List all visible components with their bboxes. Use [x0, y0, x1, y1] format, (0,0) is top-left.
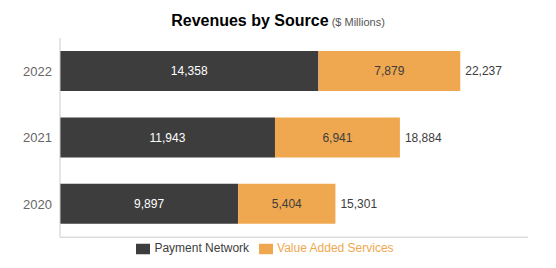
svg-text:14,358: 14,358 [171, 64, 208, 78]
svg-text:2022: 2022 [23, 64, 52, 79]
svg-text:2020: 2020 [23, 197, 52, 212]
svg-text:15,301: 15,301 [340, 197, 377, 211]
svg-text:5,404: 5,404 [272, 197, 302, 211]
svg-text:11,943: 11,943 [150, 131, 186, 145]
html-text:Value Added Services: Value Added Services [277, 241, 394, 256]
svg-text:6,941: 6,941 [322, 131, 352, 145]
svg-text:2021: 2021 [23, 130, 52, 145]
html-text:Revenues by Source($ Millions): Revenues by Source($ Millions) [171, 12, 385, 29]
svg-text:18,884: 18,884 [405, 131, 442, 145]
svg-text:22,237: 22,237 [465, 64, 502, 78]
svg-text:7,879: 7,879 [374, 64, 404, 78]
svg-text:9,897: 9,897 [134, 197, 164, 211]
html-text:Payment Network: Payment Network [154, 241, 250, 256]
